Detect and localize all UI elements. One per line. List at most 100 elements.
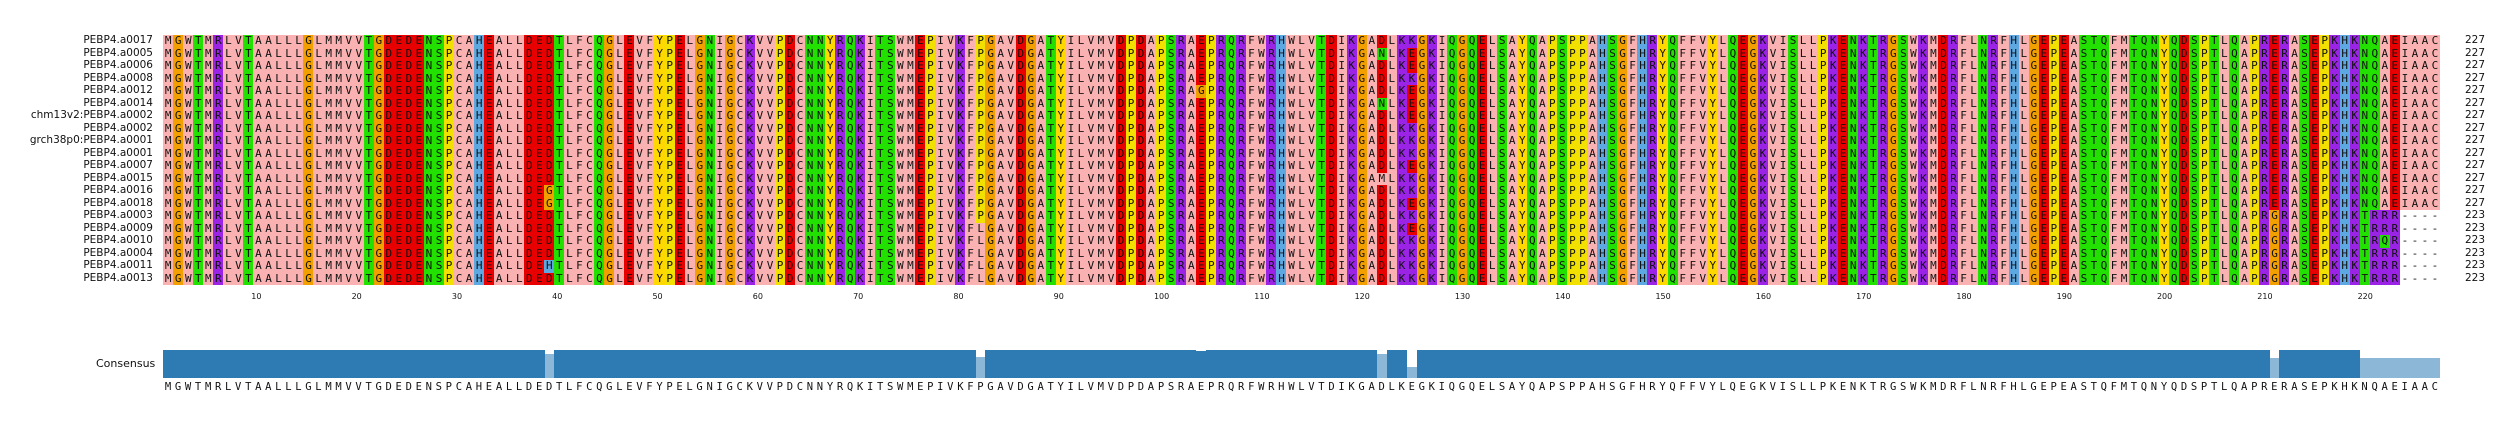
- consensus-residue: A: [494, 381, 504, 393]
- residue-cell: D: [785, 148, 795, 161]
- residue-cell: S: [2299, 198, 2309, 211]
- sequence-label[interactable]: chm13v2:PEBP4.a0002: [31, 109, 153, 122]
- residue-cell: K: [2350, 35, 2360, 48]
- sequence-label[interactable]: PEBP4.a0013: [83, 272, 153, 285]
- residue-cell: M: [323, 135, 333, 148]
- residue-cell: Y: [1657, 185, 1667, 198]
- residue-cell: L: [283, 60, 293, 73]
- sequence-label[interactable]: PEBP4.a0004: [83, 247, 153, 260]
- residue-cell: M: [905, 148, 915, 161]
- residue-cell: K: [1828, 223, 1838, 236]
- conservation-bar: [1136, 350, 1146, 378]
- residue-cell: V: [1306, 235, 1316, 248]
- residue-cell: L: [283, 248, 293, 261]
- consensus-residue: F: [1688, 381, 1698, 393]
- sequence-label[interactable]: PEBP4.a0011: [83, 259, 153, 272]
- residue-cell: Q: [1467, 48, 1477, 61]
- residue-cell: F: [1688, 248, 1698, 261]
- residue-cell: L: [273, 123, 283, 136]
- residue-cell: E: [2059, 110, 2069, 123]
- sequence-label[interactable]: PEBP4.a0016: [83, 184, 153, 197]
- consensus-residue: V: [1006, 381, 1016, 393]
- residue-cell: A: [1537, 60, 1547, 73]
- residue-cell: G: [1617, 185, 1627, 198]
- residue-cell: Y: [654, 248, 664, 261]
- residue-cell: R: [1878, 98, 1888, 111]
- sequence-label[interactable]: PEBP4.a0017: [83, 34, 153, 47]
- residue-cell: P: [1577, 210, 1587, 223]
- residue-cell: N: [1848, 73, 1858, 86]
- residue-cell: W: [895, 198, 905, 211]
- residue-cell: D: [1326, 148, 1336, 161]
- residue-cell: A: [464, 248, 474, 261]
- residue-cell: A: [1507, 210, 1517, 223]
- residue-cell: G: [173, 273, 183, 286]
- conservation-bar: [1126, 350, 1136, 378]
- residue-cell: E: [1838, 110, 1848, 123]
- residue-cell: Q: [2169, 60, 2179, 73]
- residue-cell: Y: [1056, 48, 1066, 61]
- sequence-label[interactable]: PEBP4.a0002: [83, 122, 153, 135]
- residue-cell: L: [1968, 173, 1978, 186]
- residue-cell: H: [1276, 98, 1286, 111]
- residue-cell: L: [293, 123, 303, 136]
- residue-cell: I: [1337, 110, 1347, 123]
- residue-cell: P: [444, 35, 454, 48]
- sequence-label[interactable]: PEBP4.a0018: [83, 197, 153, 210]
- residue-cell: T: [1316, 135, 1326, 148]
- sequence-label[interactable]: PEBP4.a0003: [83, 209, 153, 222]
- residue-cell: L: [2219, 48, 2229, 61]
- residue-cell: R: [1647, 135, 1657, 148]
- residue-cell: G: [695, 223, 705, 236]
- residue-cell: Y: [1056, 98, 1066, 111]
- residue-cell: V: [344, 48, 354, 61]
- residue-cell: M: [905, 260, 915, 273]
- residue-cell: L: [1487, 260, 1497, 273]
- sequence-label[interactable]: PEBP4.a0009: [83, 222, 153, 235]
- sequence-label[interactable]: grch38p0:PEBP4.a0001: [30, 134, 153, 147]
- residue-cell: E: [484, 273, 494, 286]
- sequence-label[interactable]: PEBP4.a0001: [83, 147, 153, 160]
- sequence-label[interactable]: PEBP4.a0008: [83, 72, 153, 85]
- residue-cell: S: [1898, 123, 1908, 136]
- sequence-label[interactable]: PEBP4.a0010: [83, 234, 153, 247]
- residue-cell: -: [2430, 248, 2440, 261]
- residue-cell: L: [514, 248, 524, 261]
- residue-cell: A: [253, 198, 263, 211]
- residue-cell: P: [975, 48, 985, 61]
- residue-cell: L: [1076, 210, 1086, 223]
- residue-cell: F: [1998, 98, 2008, 111]
- sequence-label[interactable]: PEBP4.a0014: [83, 97, 153, 110]
- consensus-residue: L: [1387, 381, 1397, 393]
- conservation-bar: [614, 350, 624, 378]
- residue-cell: G: [985, 35, 995, 48]
- sequence-label[interactable]: PEBP4.a0006: [83, 59, 153, 72]
- residue-cell: E: [1838, 273, 1848, 286]
- sequence-label[interactable]: PEBP4.a0005: [83, 47, 153, 60]
- consensus-residue: C: [454, 381, 464, 393]
- residue-cell: L: [1296, 198, 1306, 211]
- residue-cell: L: [1387, 260, 1397, 273]
- residue-cell: P: [444, 260, 454, 273]
- residue-cell: D: [1377, 148, 1387, 161]
- sequence-length: 223: [2465, 234, 2485, 247]
- residue-cell: -: [2410, 248, 2420, 261]
- residue-cell: G: [374, 123, 384, 136]
- residue-cell: V: [634, 198, 644, 211]
- consensus-residue: E: [414, 381, 424, 393]
- residue-cell: L: [1808, 260, 1818, 273]
- residue-cell: E: [534, 148, 544, 161]
- residue-cell: Y: [2159, 223, 2169, 236]
- residue-cell: T: [875, 160, 885, 173]
- residue-cell: W: [1908, 160, 1918, 173]
- residue-cell: R: [2390, 273, 2400, 286]
- residue-cell: Y: [1056, 173, 1066, 186]
- residue-cell: N: [705, 235, 715, 248]
- residue-cell: H: [2340, 260, 2350, 273]
- residue-cell: A: [2289, 48, 2299, 61]
- sequence-label[interactable]: PEBP4.a0015: [83, 172, 153, 185]
- sequence-label[interactable]: PEBP4.a0012: [83, 84, 153, 97]
- residue-cell: M: [1928, 135, 1938, 148]
- residue-cell: G: [374, 260, 384, 273]
- sequence-label[interactable]: PEBP4.a0007: [83, 159, 153, 172]
